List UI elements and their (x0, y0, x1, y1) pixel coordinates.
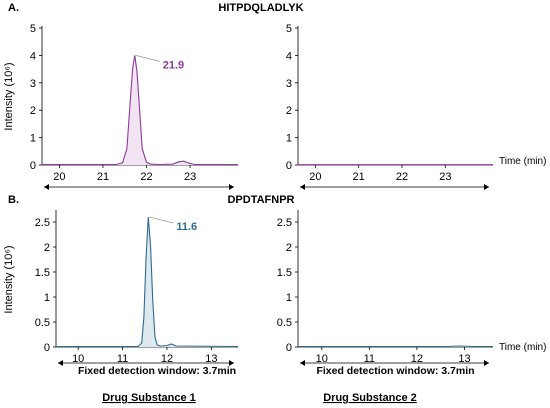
peak-leader-a-1 (135, 55, 160, 62)
x-tick-label-a-1: 22 (140, 171, 152, 183)
y-tick-label-b-1: 2 (44, 242, 50, 254)
window-arrow-left-b-2 (300, 360, 305, 366)
y-tick-label-b-1: 0.5 (35, 317, 50, 329)
peptide-title-b: DPDTAFNPR (227, 194, 294, 206)
footer-drug-substance-1: Drug Substance 1 (102, 392, 196, 404)
peak-label-a-1: 21.9 (163, 59, 184, 71)
y-tick-label-b-2: 2 (286, 242, 292, 254)
y-tick-label-b-2: 1.5 (277, 267, 292, 279)
y-axis-label-b: Intensity (10⁶) (3, 245, 15, 313)
trace-line-a-1 (42, 55, 238, 166)
trace-line-b-1 (56, 216, 239, 348)
peak-leader-b-1 (149, 216, 174, 224)
y-tick-label-a-1: 3 (30, 78, 36, 90)
x-axis-label-b: Time (min) (499, 342, 546, 353)
trace-fill-a-1 (42, 55, 238, 165)
y-tick-label-b-1: 1.5 (35, 267, 50, 279)
y-tick-label-a-2: 3 (286, 78, 292, 90)
y-tick-label-b-2: 2.5 (277, 217, 292, 229)
y-tick-label-a-2: 1 (286, 133, 292, 145)
y-tick-label-a-1: 2 (30, 105, 36, 117)
y-tick-label-b-2: 0.5 (277, 317, 292, 329)
y-tick-label-b-1: 1 (44, 292, 50, 304)
y-tick-label-b-2: 1 (286, 292, 292, 304)
x-tick-label-a-1: 23 (184, 171, 196, 183)
x-tick-label-b-1: 13 (205, 353, 217, 365)
x-tick-label-b-2: 11 (364, 353, 375, 365)
window-arrow-right-b-2 (484, 360, 489, 366)
peptide-title-a: HITPDQLADLYK (218, 2, 303, 14)
y-tick-label-a-2: 5 (286, 23, 292, 35)
x-tick-label-b-1: 10 (72, 353, 84, 365)
y-tick-label-a-1: 0 (30, 160, 36, 172)
footer-drug-substance-2: Drug Substance 2 (323, 392, 417, 404)
y-tick-label-a-1: 4 (30, 50, 36, 62)
window-arrow-left-a-2 (300, 184, 305, 190)
x-tick-label-b-2: 12 (411, 353, 423, 365)
trace-line-b-2 (298, 345, 493, 348)
x-tick-label-a-1: 21 (97, 171, 109, 183)
peak-label-b-1: 11.6 (176, 221, 197, 233)
window-arrow-right-a-1 (229, 184, 234, 190)
x-tick-label-b-1: 11 (117, 353, 128, 365)
y-axis-label-a: Intensity (10⁶) (3, 62, 15, 130)
trace-fill-b-1 (56, 217, 238, 347)
x-tick-label-a-1: 20 (53, 171, 65, 183)
panel-label-a: A. (8, 2, 19, 14)
x-tick-label-a-2: 21 (353, 171, 365, 183)
window-arrow-right-a-2 (484, 184, 489, 190)
y-tick-label-a-2: 4 (286, 50, 292, 62)
x-tick-label-a-2: 23 (439, 171, 451, 183)
y-tick-label-a-2: 0 (286, 160, 292, 172)
x-tick-label-b-2: 10 (316, 353, 328, 365)
panel-label-b: B. (8, 194, 19, 206)
window-arrow-left-a-1 (44, 184, 49, 190)
x-tick-label-a-2: 20 (309, 171, 321, 183)
window-arrow-right-b-1 (229, 360, 234, 366)
x-axis-label-a: Time (min) (499, 156, 546, 167)
y-tick-label-b-2: 0 (286, 342, 292, 354)
window-label-b-2: Fixed detection window: 3.7min (316, 365, 474, 377)
y-tick-label-a-2: 2 (286, 105, 292, 117)
x-tick-label-b-2: 13 (458, 353, 470, 365)
window-label-b-1: Fixed detection window: 3.7min (78, 365, 236, 377)
x-tick-label-a-2: 22 (396, 171, 408, 183)
y-tick-label-a-1: 5 (30, 23, 36, 35)
x-tick-label-b-1: 12 (161, 353, 173, 365)
y-tick-label-b-1: 0 (44, 342, 50, 354)
y-tick-label-b-1: 2.5 (35, 217, 50, 229)
window-arrow-left-b-1 (58, 360, 63, 366)
y-tick-label-a-1: 1 (30, 133, 36, 145)
